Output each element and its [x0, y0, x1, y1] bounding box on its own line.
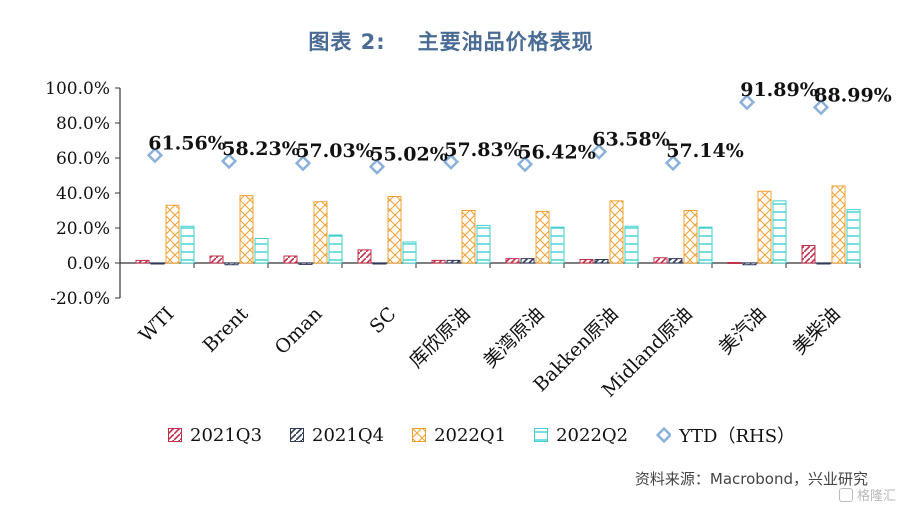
chart-title-text: 主要油品价格表现: [417, 30, 594, 54]
bar-2022q2: [550, 226, 565, 264]
legend-label-2022q1: 2022Q1: [434, 424, 507, 446]
bar-2022q1: [609, 200, 624, 264]
legend-label-2021q3: 2021Q3: [190, 424, 263, 446]
ytd-data-label: 55.02%: [370, 144, 448, 166]
bar-2021q4: [668, 258, 683, 264]
bar-2021q3: [209, 255, 224, 264]
y-tick-label: 40.0%: [56, 184, 110, 204]
y-tick-label: 60.0%: [56, 149, 110, 169]
chart-plot: -20.0% 0.0% 20.0% 40.0% 60.0% 80.0% 100.0% 61.…: [45, 79, 892, 402]
ytd-data-label: 57.14%: [666, 140, 744, 162]
bar-2022q1: [535, 210, 550, 264]
ytd-data-label: 61.56%: [148, 132, 226, 154]
chart-title-label: 图表 2:: [308, 30, 386, 54]
legend-item-ytd: YTD（RHS）: [656, 422, 796, 448]
bar-2022q1: [757, 190, 772, 264]
x-tick-label: 美湾原油: [479, 303, 548, 372]
bar-2022q1: [461, 210, 476, 264]
bar-2021q4: [520, 258, 535, 264]
watermark: 格隆汇: [838, 485, 896, 504]
bar-2021q3: [579, 259, 594, 264]
ytd-marker: [442, 153, 460, 170]
ytd-data-label: 57.03%: [296, 140, 374, 162]
bar-2022q2: [180, 225, 195, 264]
bar-2021q4: [298, 262, 313, 265]
bar-2022q2: [476, 224, 491, 264]
legend-swatch-2022q1: [412, 428, 427, 442]
bar-2021q4: [372, 262, 387, 265]
legend-item-2021q4: 2021Q4: [290, 425, 384, 446]
bar-2022q2: [402, 241, 417, 264]
bar-2021q3: [653, 257, 668, 264]
bar-2022q2: [772, 200, 787, 264]
legend-swatch-2021q4: [290, 428, 305, 442]
bar-2021q4: [594, 259, 609, 264]
bar-2021q4: [446, 259, 461, 264]
y-tick-label: 20.0%: [56, 219, 110, 239]
bar-2022q1: [239, 195, 254, 264]
bar-2021q3: [801, 245, 816, 264]
watermark-logo-icon: [838, 487, 853, 502]
ytd-marker: [590, 143, 608, 160]
bar-2021q3: [357, 249, 372, 264]
x-tick-label: SC: [365, 303, 400, 338]
source-note: 资料来源：Macrobond，兴业研究: [634, 470, 868, 488]
bar-2021q3: [283, 255, 298, 264]
chart-title: 图表 2: 主要油品价格表现: [0, 26, 902, 56]
legend-item-2022q1: 2022Q1: [412, 425, 506, 446]
ytd-data-label: 91.89%: [740, 79, 818, 101]
bar-2021q3: [431, 259, 446, 264]
ytd-data-label: 56.42%: [518, 141, 596, 163]
x-tick-label: Oman: [271, 303, 327, 359]
x-tick-label: Brent: [199, 303, 253, 357]
bar-2022q1: [387, 196, 402, 264]
x-tick-label: WTI: [135, 303, 179, 347]
bar-2021q3: [135, 259, 150, 264]
bar-2021q4: [150, 262, 165, 265]
ytd-marker: [516, 156, 534, 173]
legend-label-2022q2: 2022Q2: [556, 424, 629, 446]
ytd-marker: [146, 147, 164, 164]
ytd-marker: [738, 94, 756, 111]
x-tick-label: 美汽油: [715, 303, 771, 359]
y-tick-label: 100.0%: [45, 79, 110, 99]
bar-2022q1: [165, 204, 180, 264]
bar-2021q3: [505, 258, 520, 264]
watermark-text: 格隆汇: [856, 489, 896, 504]
chart-legend: 2021Q3 2021Q4 2022Q1 2022Q2 YTD（RHS）: [168, 422, 796, 448]
ytd-data-label: 88.99%: [814, 84, 892, 106]
ytd-marker: [368, 158, 386, 175]
bar-2022q2: [698, 226, 713, 264]
legend-item-2021q3: 2021Q3: [168, 425, 262, 446]
bar-2021q4: [224, 262, 239, 266]
legend-swatch-ytd: [656, 427, 672, 443]
ytd-marker: [220, 152, 238, 170]
bar-2021q3: [727, 261, 742, 264]
y-tick-label: 80.0%: [56, 114, 110, 134]
ytd-marker: [664, 154, 682, 172]
bar-2022q2: [624, 225, 639, 264]
bar-2022q1: [313, 201, 328, 264]
ytd-data-label: 57.83%: [444, 139, 522, 161]
bar-2022q1: [831, 185, 846, 264]
bar-2022q2: [846, 209, 861, 264]
x-tick-label: 美柴油: [789, 303, 845, 359]
legend-item-2022q2: 2022Q2: [534, 425, 628, 446]
ytd-marker: [294, 155, 312, 172]
ytd-data-label: 63.58%: [592, 129, 670, 151]
legend-label-2021q4: 2021Q4: [312, 424, 385, 446]
legend-swatch-2022q2: [534, 428, 549, 442]
bar-2022q2: [254, 238, 269, 264]
ytd-marker: [812, 99, 830, 116]
bar-2022q2: [328, 234, 343, 264]
y-tick-label: -20.0%: [50, 289, 110, 309]
bar-2021q4: [742, 262, 757, 266]
bar-2022q1: [683, 210, 698, 264]
y-tick-label: 0.0%: [67, 254, 110, 274]
legend-label-ytd: YTD（RHS）: [679, 426, 796, 447]
ytd-data-label: 58.23%: [222, 138, 300, 160]
bar-2021q4: [816, 262, 831, 265]
x-tick-label: 库欣原油: [405, 303, 474, 372]
legend-swatch-2021q3: [168, 428, 182, 442]
